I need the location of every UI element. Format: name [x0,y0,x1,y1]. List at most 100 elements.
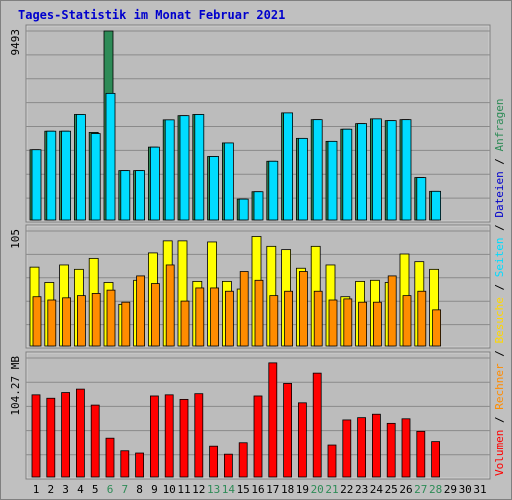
bar-rechner-15 [239,271,249,347]
bar-rechner-11 [180,300,190,347]
legend-separator: / [493,151,506,171]
x-tick-label-21: 21 [325,483,338,496]
x-axis-labels: 1 2 3 4 5 6 7 8 9 10 11 12 13 14 15 16 17 18 19 20 21 22 23 24 2… [33,483,487,496]
bar-rechner-28 [432,309,442,347]
x-tick-label-23: 23 [355,483,368,496]
y-axis-label-bottom: 104.27 MB [9,356,22,416]
bar-volumen-2 [46,397,56,478]
bar-dateien-24 [371,118,382,221]
bar-volumen-21 [327,444,337,478]
y-axis-label-middle: 105 [9,229,22,249]
panel-bottom: 104.27 MB [9,351,491,480]
bar-dateien-17 [268,160,279,221]
bar-rechner-18 [284,290,294,347]
x-tick-label-18: 18 [281,483,294,496]
bar-dateien-18 [283,112,294,221]
bar-volumen-24 [371,413,381,478]
legend-item-dateien: Dateien [493,171,506,217]
bar-dateien-5 [90,133,101,221]
bar-volumen-4 [76,388,85,478]
bar-volumen-22 [342,419,352,478]
bar-dateien-23 [357,123,368,221]
x-tick-label-3: 3 [62,483,69,496]
panel-top-bevel [26,25,490,222]
bar-volumen-6 [105,437,115,478]
bar-volumen-14 [223,453,233,478]
x-tick-label-29: 29 [444,483,457,496]
panel-bottom-bevel [26,352,490,479]
bar-rechner-21 [328,299,338,347]
bar-volumen-1 [31,394,41,478]
legend-item-seiten: Seiten [493,238,506,278]
bar-rechner-2 [47,299,57,347]
bar-volumen-15 [238,442,248,478]
bar-volumen-16 [253,395,263,478]
bar-dateien-20 [312,119,323,221]
x-tick-label-25: 25 [385,483,398,496]
x-tick-label-17: 17 [266,483,279,496]
chart-title: Tages-Statistik im Monat Februar 2021 [18,8,285,22]
bar-volumen-20 [312,372,322,478]
bar-rechner-5 [91,293,101,347]
bar-dateien-22 [342,128,353,221]
panel-middle: 105 [9,224,491,349]
bar-dateien-8 [135,170,146,221]
bar-dateien-27 [416,177,427,221]
panel-top-background [25,24,491,223]
bar-volumen-9 [149,395,159,478]
bar-dateien-11 [179,115,190,221]
bar-rechner-13 [210,287,220,347]
bar-rechner-22 [343,298,353,347]
panel-middle-bevel [26,225,490,348]
x-tick-label-26: 26 [399,483,412,496]
bar-rechner-9 [150,283,160,347]
x-tick-label-15: 15 [237,483,250,496]
legend-separator: / [493,410,506,430]
bar-dateien-10 [164,119,175,221]
bar-dateien-26 [401,119,412,221]
bar-rechner-24 [372,301,382,347]
bar-dateien-9 [149,146,160,221]
x-tick-label-14: 14 [222,483,236,496]
legend-item-anfragen: Anfragen [493,98,506,151]
bar-volumen-23 [357,417,367,478]
bar-rechner-12 [195,287,205,347]
bar-volumen-10 [164,394,174,478]
x-tick-label-12: 12 [192,483,205,496]
x-tick-label-10: 10 [163,483,176,496]
bar-rechner-16 [254,279,264,347]
panel-top: 9493 [9,24,491,223]
x-tick-label-9: 9 [151,483,158,496]
bar-volumen-17 [268,362,278,478]
bar-dateien-14 [223,142,234,221]
bar-dateien-19 [297,137,308,221]
x-tick-label-13: 13 [207,483,220,496]
bar-rechner-17 [269,295,279,347]
bar-volumen-11 [179,398,189,478]
y-axis-label-top: 9493 [9,29,22,56]
bar-dateien-3 [61,130,71,221]
bar-rechner-23 [358,301,368,347]
bar-dateien-25 [386,120,397,221]
bar-rechner-6 [106,289,116,347]
x-tick-label-7: 7 [121,483,128,496]
bar-volumen-5 [90,404,100,478]
bar-rechner-27 [417,290,427,347]
legend-item-besuche: Besuche [493,297,506,343]
bar-volumen-19 [297,402,307,478]
bar-dateien-7 [120,170,131,221]
x-tick-label-1: 1 [33,483,40,496]
bar-volumen-3 [61,392,70,478]
bar-rechner-10 [165,264,175,347]
bar-rechner-1 [32,296,42,347]
bar-volumen-27 [416,430,426,478]
bar-rechner-3 [62,297,71,347]
legend: Volumen / Rechner / Besuche / Seiten / D… [493,98,506,476]
x-tick-label-19: 19 [296,483,309,496]
bar-rechner-26 [402,295,412,347]
x-tick-label-20: 20 [311,483,324,496]
x-tick-label-16: 16 [251,483,264,496]
bar-dateien-15 [238,198,249,221]
bar-volumen-18 [283,383,293,478]
